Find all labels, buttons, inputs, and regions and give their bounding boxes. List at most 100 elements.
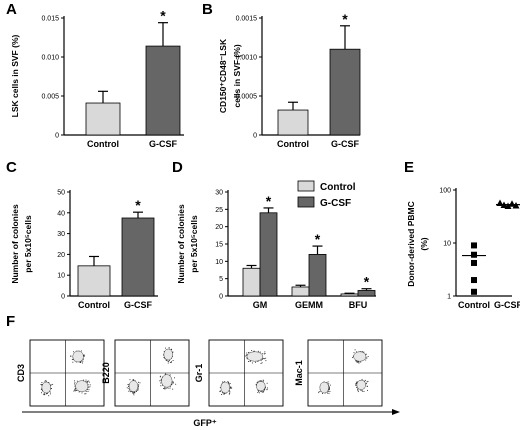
- flow-event: [258, 392, 260, 394]
- flow-event: [262, 358, 264, 360]
- bars-b: Control G-CSF *: [277, 11, 361, 149]
- flow-event: [230, 386, 232, 388]
- flow-event: [362, 390, 363, 392]
- significance-star: *: [160, 8, 166, 24]
- flow-event: [366, 381, 368, 383]
- bar-gemm-g-csf: [308, 253, 327, 297]
- flow-event: [265, 360, 267, 362]
- bar-gemm-control: [291, 286, 310, 297]
- flow-event: [228, 382, 230, 384]
- significance-star: *: [266, 193, 272, 209]
- y-tick-label: 0.0015: [236, 16, 258, 23]
- flow-event: [266, 389, 268, 391]
- x-category-label: G-CSF: [494, 300, 520, 310]
- flow-event: [318, 392, 320, 394]
- flow-event: [45, 380, 47, 382]
- x-category-label: G-CSF: [124, 300, 153, 310]
- x-category-label: BFU: [349, 300, 368, 310]
- flow-event: [45, 380, 47, 382]
- flow-event: [129, 391, 131, 393]
- flow-event: [83, 379, 85, 381]
- flow-event: [219, 387, 221, 389]
- y-tick-label: 20: [57, 252, 65, 259]
- density-contour: [356, 379, 366, 390]
- flow-event: [262, 357, 264, 359]
- flow-event: [50, 384, 52, 386]
- flow-event: [360, 389, 362, 391]
- flow-event: [244, 355, 246, 357]
- flow-ylabel-b220: B220: [101, 362, 111, 384]
- flow-event: [361, 378, 363, 380]
- flow-event: [248, 351, 249, 353]
- flow-event: [164, 388, 166, 390]
- y-tick-label: 15: [215, 242, 223, 249]
- flow-event: [229, 392, 231, 394]
- flow-event: [88, 387, 90, 389]
- flow-event: [165, 347, 166, 349]
- flow-event: [255, 383, 257, 385]
- flow-plot-1: [29, 339, 105, 407]
- scatter-e: Control G-CSF: [458, 199, 520, 310]
- significance-star: *: [364, 274, 370, 290]
- flow-event: [329, 390, 331, 392]
- y-tick-label: 1: [447, 294, 451, 301]
- flow-event: [358, 361, 360, 363]
- bars-d: * GM * GEMM * BFU: [242, 193, 376, 310]
- significance-star: *: [135, 197, 141, 213]
- flow-ylabel-cd3: CD3: [16, 364, 26, 382]
- flow-gfp-arrow-head: [392, 409, 400, 415]
- flow-event: [167, 387, 169, 389]
- y-tick-label: 40: [57, 210, 65, 217]
- flow-event: [134, 380, 136, 382]
- panel-letter-e: E: [404, 159, 414, 176]
- flow-event: [74, 382, 76, 384]
- flow-event: [41, 382, 43, 383]
- y-tick-label: 0.005: [41, 94, 59, 101]
- flow-plot-3: [208, 339, 284, 407]
- flow-event: [50, 385, 52, 386]
- flow-event: [221, 392, 223, 394]
- flow-event: [74, 387, 76, 389]
- flow-event: [163, 388, 165, 389]
- flow-event: [257, 361, 259, 362]
- flow-event: [127, 386, 129, 387]
- flow-event: [259, 380, 261, 382]
- y-tick-label: 100: [439, 188, 451, 195]
- flow-ylabel-gr1: Gr-1: [194, 364, 204, 383]
- flow-event: [160, 385, 162, 387]
- flow-event: [260, 380, 262, 382]
- y-tick-label: 0.015: [41, 16, 59, 23]
- flow-event: [87, 384, 89, 386]
- flow-event: [260, 360, 262, 362]
- flow-event: [365, 353, 367, 355]
- flow-event: [250, 360, 252, 362]
- y-axis-label-d: Number of colonies: [176, 204, 186, 284]
- flow-event: [321, 393, 323, 394]
- flow-event: [264, 386, 266, 388]
- charts-layer: 0 0.005 0.010 0.015 LSK cells in SVF (%) Cont…: [10, 8, 520, 310]
- flow-event: [165, 359, 167, 361]
- panel-letter-d: D: [172, 159, 183, 176]
- flow-event: [72, 361, 74, 363]
- flow-event: [228, 393, 230, 395]
- flow-event: [74, 380, 75, 382]
- flow-event: [227, 381, 229, 382]
- flow-event: [356, 382, 358, 384]
- point-control: [471, 242, 477, 249]
- flow-event: [222, 381, 224, 383]
- y-tick-label: 20: [215, 224, 223, 231]
- flow-event: [246, 354, 248, 356]
- flow-event: [44, 393, 46, 395]
- y-tick-label: 0: [253, 133, 257, 140]
- flow-event: [364, 380, 366, 382]
- flow-xlabel: GFP⁺: [193, 418, 217, 428]
- flow-event: [169, 362, 171, 363]
- flow-event: [173, 382, 175, 384]
- bars-c: Control G-CSF *: [77, 197, 155, 310]
- flow-event: [170, 361, 172, 363]
- y-tick-label: 10: [215, 259, 223, 266]
- flow-event: [263, 389, 265, 391]
- flow-event: [164, 387, 166, 389]
- flow-event: [328, 388, 330, 390]
- flow-event: [85, 393, 87, 395]
